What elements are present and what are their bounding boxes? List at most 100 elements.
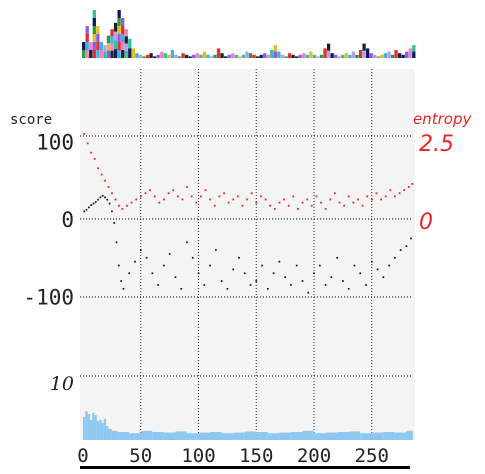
logo-letter bbox=[85, 34, 89, 42]
score-point bbox=[92, 202, 95, 205]
entropy-point bbox=[163, 198, 165, 201]
score-point bbox=[145, 256, 148, 259]
logo-letter bbox=[405, 51, 409, 58]
logo-letter bbox=[298, 54, 302, 58]
score-point bbox=[388, 264, 390, 267]
coverage-bar bbox=[117, 432, 130, 440]
entropy-point bbox=[158, 201, 161, 204]
entropy-ticks: 2.50 bbox=[419, 132, 454, 235]
entropy-point bbox=[380, 198, 382, 201]
score-point bbox=[106, 198, 109, 201]
logo-letter bbox=[355, 54, 359, 58]
score-point bbox=[284, 276, 287, 279]
logo-letter bbox=[280, 54, 285, 58]
entropy-point bbox=[107, 186, 110, 188]
logo-letter bbox=[96, 34, 100, 42]
logo-letter bbox=[241, 54, 246, 58]
logo-letter bbox=[195, 53, 199, 58]
entropy-point bbox=[223, 192, 225, 195]
entropy-point bbox=[186, 186, 188, 188]
coverage-bar bbox=[337, 432, 349, 440]
logo-letter bbox=[85, 50, 89, 58]
logo-letter bbox=[106, 43, 111, 51]
entropy-tick-label: 0 bbox=[419, 210, 433, 235]
logo-letter bbox=[96, 26, 100, 34]
logo-letter bbox=[103, 51, 107, 58]
entropy-point bbox=[176, 195, 179, 198]
entropy-point bbox=[172, 189, 175, 192]
logo-letter bbox=[255, 56, 260, 58]
logo-letter bbox=[163, 53, 167, 58]
logo-letter bbox=[92, 26, 96, 34]
entropy-point bbox=[250, 192, 253, 195]
coverage-bar bbox=[360, 433, 372, 440]
entropy-point bbox=[241, 204, 244, 207]
logo-letter bbox=[295, 56, 299, 58]
logo-letter bbox=[99, 42, 104, 50]
score-point bbox=[295, 264, 298, 267]
coverage-bar bbox=[96, 421, 100, 440]
score-point bbox=[255, 280, 258, 282]
score-point bbox=[410, 237, 412, 240]
coverage-bar bbox=[163, 432, 176, 440]
coverage-bar bbox=[256, 432, 268, 440]
entropy-point bbox=[269, 204, 272, 207]
entropy-tick-label: 2.5 bbox=[419, 132, 454, 157]
logo-letter bbox=[128, 48, 132, 58]
score-point bbox=[115, 241, 118, 244]
logo-letter bbox=[344, 53, 348, 58]
entropy-point bbox=[394, 195, 396, 198]
entropy-point bbox=[292, 195, 295, 198]
logo-letter bbox=[302, 53, 306, 58]
logo-letter bbox=[92, 42, 96, 50]
logo-letter bbox=[287, 53, 292, 58]
score-point bbox=[405, 245, 408, 248]
entropy-point bbox=[167, 192, 170, 195]
logo-letter bbox=[121, 26, 125, 34]
score-point bbox=[261, 264, 263, 267]
entropy-point bbox=[204, 189, 207, 192]
score-point bbox=[163, 264, 165, 267]
logo-letter bbox=[234, 54, 238, 58]
coverage-bar bbox=[371, 432, 384, 440]
logo-letter bbox=[305, 54, 309, 58]
logo-letter bbox=[117, 10, 121, 18]
logo-letter bbox=[106, 35, 111, 44]
logo-letter bbox=[96, 50, 100, 58]
coverage-bar bbox=[394, 432, 407, 440]
score-point bbox=[99, 196, 102, 199]
score-point bbox=[151, 272, 154, 275]
entropy-point bbox=[361, 204, 364, 207]
score-point bbox=[186, 241, 188, 244]
logo-letter bbox=[227, 54, 231, 58]
logo-letter bbox=[92, 18, 96, 26]
logo-letter bbox=[273, 51, 277, 58]
logo-letter bbox=[213, 54, 217, 58]
score-point bbox=[243, 272, 246, 275]
coverage-bar bbox=[279, 432, 291, 440]
coverage-bar bbox=[302, 430, 314, 440]
logo-letter bbox=[113, 22, 118, 32]
logo-letter bbox=[412, 45, 416, 52]
score-point bbox=[267, 287, 269, 290]
coverage-bar bbox=[140, 430, 153, 440]
coverage-bar bbox=[233, 432, 245, 440]
grid bbox=[80, 69, 413, 440]
logo-letter bbox=[341, 54, 345, 58]
score-point bbox=[134, 260, 136, 263]
logo-letter bbox=[117, 34, 121, 42]
logo-letter bbox=[209, 56, 214, 58]
entropy-point bbox=[320, 201, 322, 204]
coverage-bar bbox=[221, 433, 234, 440]
logo-letter bbox=[121, 42, 125, 50]
score-point bbox=[83, 210, 86, 213]
score-tick-label: 100 bbox=[36, 131, 74, 155]
logo-letter bbox=[277, 51, 281, 58]
logo-letter bbox=[309, 51, 313, 58]
entropy-series bbox=[83, 133, 414, 210]
score-point bbox=[394, 256, 396, 259]
entropy-point bbox=[301, 201, 304, 204]
entropy-point bbox=[195, 201, 198, 204]
coverage-bar bbox=[83, 417, 86, 440]
score-point bbox=[365, 284, 367, 286]
